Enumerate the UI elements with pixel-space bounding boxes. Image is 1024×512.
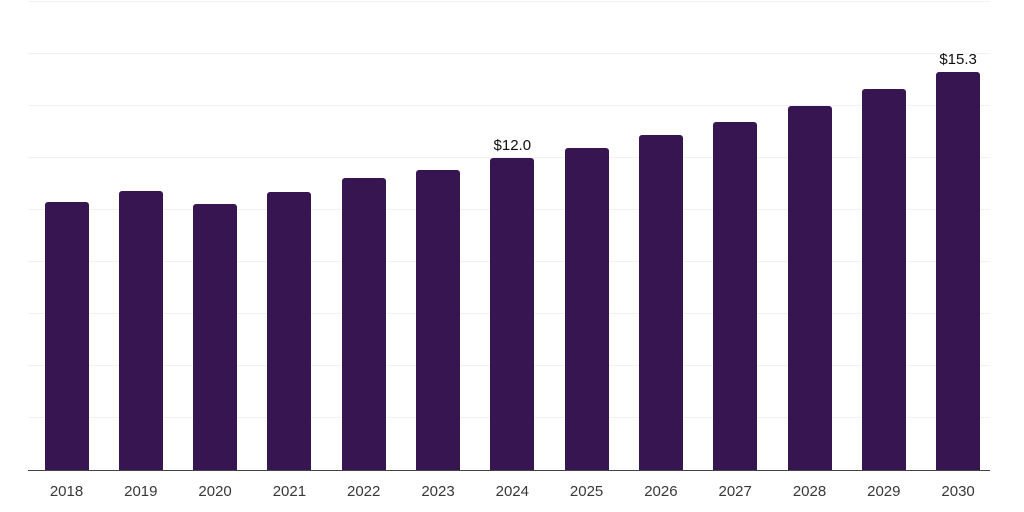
x-axis-labels: 2018 2019 2020 2021 2022 2023 2024 2025 2026 2027…	[28, 483, 990, 504]
x-axis-line	[28, 469, 990, 471]
bar-2030	[936, 72, 981, 470]
bar-2022	[341, 177, 386, 470]
x-tick-label-2018: 2018	[49, 483, 84, 500]
bar-2029	[861, 89, 906, 470]
x-tick-label-2021: 2021	[272, 483, 307, 500]
x-tick-label-2020: 2020	[198, 483, 232, 500]
bar-2019	[118, 190, 163, 470]
x-tick-label-2028: 2028	[792, 483, 827, 500]
value-label-2030: $15.3	[939, 51, 977, 69]
bar-2027	[713, 121, 758, 470]
bar-2024	[490, 158, 535, 470]
bar-2025	[564, 147, 609, 470]
x-tick-label-2019: 2019	[124, 483, 158, 500]
x-tick-label-2030: 2030	[941, 483, 975, 500]
bar-2021	[267, 191, 312, 470]
gridline-y-14	[28, 105, 990, 106]
bar-2026	[638, 134, 683, 470]
gridline-y-18	[28, 1, 990, 2]
gridline-y-12	[28, 157, 990, 158]
x-tick-label-2023: 2023	[421, 483, 455, 500]
value-label-2024: $12.0	[493, 137, 532, 154]
bar-2028	[787, 106, 832, 470]
gridline-y-16	[28, 53, 990, 54]
bar-2020	[193, 203, 238, 470]
x-tick-label-2026: 2026	[644, 483, 678, 500]
x-tick-label-2024: 2024	[495, 483, 529, 500]
x-tick-label-2027: 2027	[718, 483, 752, 500]
x-tick-label-2022: 2022	[347, 483, 381, 500]
x-tick-label-2025: 2025	[569, 483, 604, 500]
bar-2023	[416, 169, 460, 470]
x-tick-label-2029: 2029	[867, 483, 901, 500]
plot-area: $12.0 $15.3	[28, 1, 990, 471]
bar-2018	[44, 202, 89, 470]
